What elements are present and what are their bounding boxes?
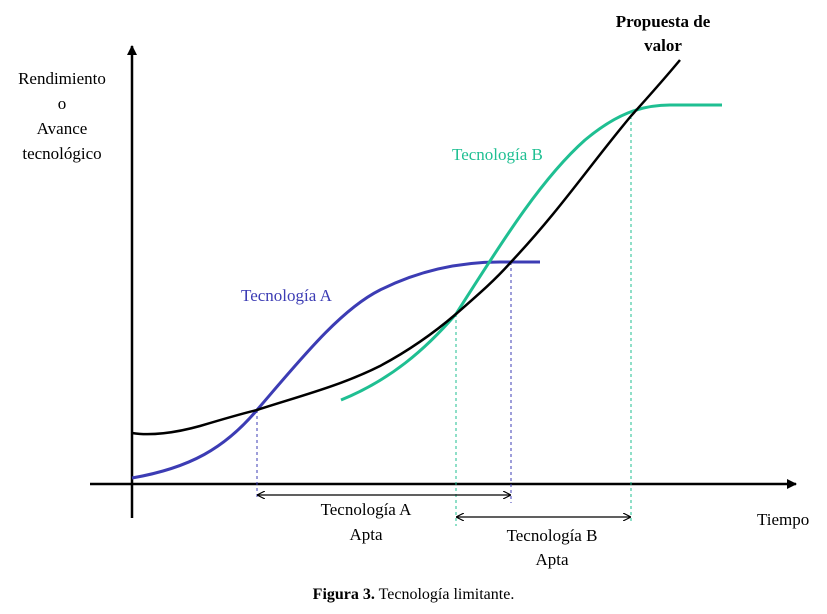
figure-number: Figura 3. xyxy=(312,586,375,603)
y-axis-label-line: o xyxy=(58,94,67,113)
interval-b-label: Tecnología B Apta xyxy=(507,526,598,569)
interval-a-label-line: Apta xyxy=(349,525,383,544)
y-axis-label-line: Avance xyxy=(37,119,88,138)
interval-a-label: Tecnología A Apta xyxy=(321,500,413,544)
figure-caption-text: Tecnología limitante. xyxy=(374,586,515,603)
tech-b-curve xyxy=(340,103,722,402)
value-curve-label-line: Propuesta de xyxy=(616,12,711,31)
tech-b-label: Tecnología B xyxy=(452,145,543,164)
value-curve-label: Propuesta de valor xyxy=(616,12,711,55)
value-curve-label-line: valor xyxy=(644,36,682,55)
x-axis-label: Tiempo xyxy=(757,510,809,529)
interval-a-label-line: Tecnología A xyxy=(321,500,413,519)
tech-a-label: Tecnología A xyxy=(241,286,333,305)
value-curve xyxy=(131,59,681,436)
y-axis-label-line: tecnológico xyxy=(22,144,101,163)
figure-caption: Figura 3. Tecnología limitante. xyxy=(0,586,827,604)
y-axis-label: Rendimiento o Avance tecnológico xyxy=(18,69,106,163)
interval-b-label-line: Apta xyxy=(535,550,569,569)
interval-b-label-line: Tecnología B xyxy=(507,526,598,545)
y-axis-label-line: Rendimiento xyxy=(18,69,106,88)
tech-a-curve xyxy=(131,260,540,480)
